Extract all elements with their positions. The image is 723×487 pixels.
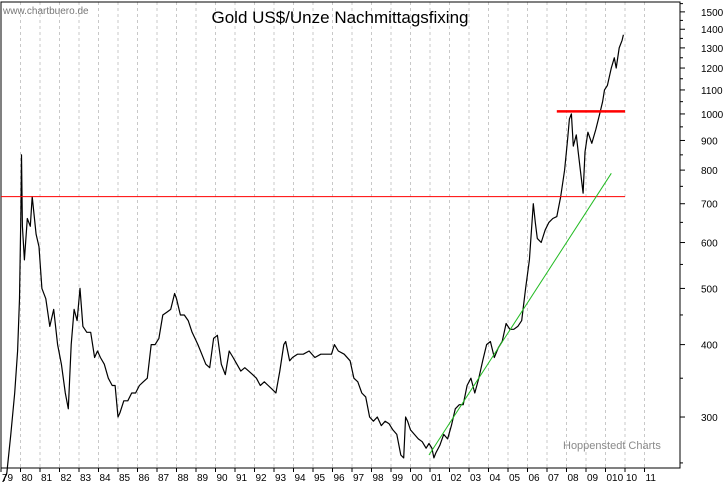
watermark-url: www.chartbuero.de: [3, 6, 89, 17]
x-tick-label: 09: [587, 473, 599, 482]
x-tick-label: 11: [646, 473, 657, 482]
x-tick-label: 06: [529, 473, 541, 482]
x-tick-label: 88: [178, 473, 190, 482]
y-tick-label: 1000: [701, 110, 723, 121]
x-tick-label: 90: [217, 473, 229, 482]
x-tick-label: 89: [197, 473, 209, 482]
x-tick-label: 97: [353, 473, 365, 482]
x-tick-label: 10: [626, 473, 638, 482]
x-tick-label: 87: [158, 473, 170, 482]
x-tick-label: 07: [548, 473, 560, 482]
x-tick-label: 79: [2, 473, 14, 482]
x-tick-label: 94: [295, 473, 307, 482]
x-tick-label: 04: [490, 473, 502, 482]
y-tick-label: 1300: [701, 44, 723, 55]
x-tick-label: 96: [334, 473, 346, 482]
y-tick-label: 500: [701, 284, 718, 295]
x-tick-label: 99: [392, 473, 404, 482]
x-tick-label: 08: [568, 473, 580, 482]
x-tick-label: 010: [607, 473, 624, 482]
x-tick-label: 01: [431, 473, 443, 482]
x-tick-label: 98: [373, 473, 385, 482]
y-tick-label: 700: [701, 200, 718, 211]
series-trend: [428, 173, 612, 456]
x-tick-label: 82: [61, 473, 73, 482]
x-tick-label: 81: [41, 473, 53, 482]
y-tick-label: 300: [701, 413, 718, 424]
x-tick-label: 00: [412, 473, 424, 482]
x-tick-label: 80: [22, 473, 34, 482]
x-tick-label: 93: [275, 473, 287, 482]
source-credit: Hoppenstedt Charts: [563, 440, 661, 452]
y-tick-label: 600: [701, 239, 718, 250]
y-tick-label: 1500: [701, 8, 723, 19]
x-tick-label: 84: [100, 473, 112, 482]
y-tick-label: 1400: [701, 25, 723, 36]
x-tick-label: 92: [256, 473, 268, 482]
x-tick-label: 02: [451, 473, 463, 482]
x-tick-label: 03: [470, 473, 482, 482]
plot-frame: [0, 1, 681, 469]
y-tick-label: 800: [701, 166, 718, 177]
y-tick-label: 1100: [701, 86, 723, 97]
x-tick-label: 86: [139, 473, 151, 482]
x-tick-label: 91: [236, 473, 248, 482]
x-tick-label: 85: [119, 473, 131, 482]
chart-title: Gold US$/Unze Nachmittagsfixing: [211, 8, 469, 27]
x-tick-label: 83: [80, 473, 92, 482]
y-tick-label: 1200: [701, 64, 723, 75]
series-price: [0, 34, 624, 487]
y-tick-label: 400: [701, 341, 718, 352]
x-tick-label: 05: [509, 473, 521, 482]
y-tick-label: 900: [701, 136, 718, 147]
x-tick-label: 95: [314, 473, 326, 482]
